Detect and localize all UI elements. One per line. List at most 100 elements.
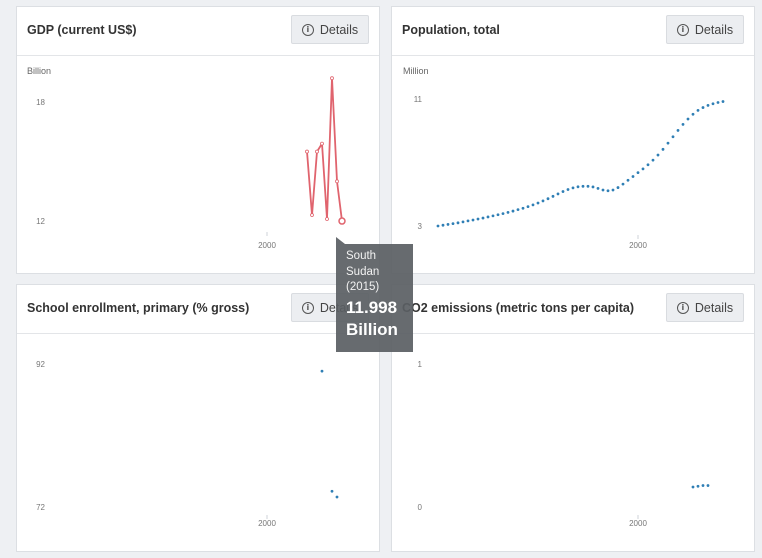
data-point (516, 208, 520, 212)
data-point (696, 109, 700, 112)
data-point (461, 220, 465, 224)
details-button-label: Details (319, 22, 359, 37)
data-point (551, 194, 555, 198)
data-point (676, 129, 680, 132)
x-tick-label: 2000 (258, 519, 276, 528)
x-tick-label: 2000 (629, 519, 647, 528)
data-point (621, 182, 625, 186)
data-point (501, 212, 505, 216)
y-tick-label: 3 (418, 222, 423, 231)
population-card-header: Population, total i Details (392, 7, 754, 56)
data-point (481, 216, 485, 220)
tooltip-value: 11.998 (346, 297, 398, 317)
details-button-label: Details (694, 22, 734, 37)
data-point (335, 495, 339, 499)
co2-card-title: CO2 emissions (metric tons per capita) (402, 301, 635, 315)
data-point (491, 214, 495, 218)
data-point (330, 489, 334, 493)
data-point (666, 141, 670, 145)
x-tick-label: 2000 (629, 241, 647, 250)
data-point (451, 222, 455, 226)
data-point (706, 484, 710, 487)
data-point (631, 175, 635, 178)
data-point (596, 186, 600, 190)
info-icon: i (676, 23, 689, 36)
gdp-data-point (315, 149, 319, 154)
co2-chart: 0 1 2000 (418, 360, 710, 528)
gdp-data-point (310, 213, 314, 217)
y-tick-label: 12 (36, 217, 45, 226)
data-point (646, 163, 650, 167)
data-point (616, 186, 620, 189)
data-point (471, 218, 475, 222)
data-point (521, 206, 525, 210)
data-point (436, 224, 440, 228)
tooltip-country-line1: South (346, 250, 377, 262)
y-tick-label: 18 (36, 98, 45, 107)
co2-card-header: CO2 emissions (metric tons per capita) i… (392, 285, 754, 334)
population-card: Population, total i Details Million 3 11 2… (391, 6, 755, 274)
info-icon: i (676, 301, 689, 314)
co2-card: CO2 emissions (metric tons per capita) i… (391, 284, 755, 552)
school-enrollment-card: School enrollment, primary (% gross) i D… (16, 284, 380, 552)
data-point (641, 167, 645, 171)
data-point (511, 209, 515, 213)
data-point (556, 192, 560, 196)
data-point (576, 185, 580, 189)
gdp-card-header: GDP (current US$) i Details (17, 7, 379, 56)
data-point (441, 223, 445, 227)
data-point (716, 101, 720, 104)
gdp-card: GDP (current US$) i Details Billion 12 18… (16, 6, 380, 274)
data-point (476, 217, 480, 221)
data-point (320, 369, 324, 373)
tooltip-year: (2015) (346, 281, 380, 293)
tooltip-value-unit: Billion (346, 319, 398, 339)
data-point (496, 213, 500, 217)
data-point (601, 188, 605, 192)
x-tick-label: 2000 (258, 241, 276, 250)
school-enrollment-chart: 72 92 2000 (36, 360, 339, 528)
population-unit-label: Million (403, 66, 429, 76)
gdp-details-button[interactable]: i Details (291, 15, 369, 44)
data-point (681, 123, 685, 126)
data-point (636, 171, 640, 175)
data-point (626, 178, 630, 182)
y-tick-label: 0 (418, 503, 423, 512)
gdp-data-point (325, 217, 329, 221)
population-details-button[interactable]: i Details (666, 15, 744, 44)
gdp-card-title: GDP (current US$) (27, 23, 137, 37)
gdp-unit-label: Billion (27, 66, 52, 76)
data-point (701, 106, 705, 109)
data-point (536, 201, 540, 205)
gdp-data-point (330, 76, 334, 81)
data-point (586, 184, 590, 188)
data-point (721, 100, 725, 103)
school-enrollment-card-title: School enrollment, primary (% gross) (27, 301, 250, 315)
gdp-data-point (335, 179, 339, 184)
gdp-highlight-point (338, 217, 346, 225)
data-point (506, 210, 510, 214)
data-point (691, 485, 695, 489)
data-point (691, 112, 695, 116)
data-point (526, 205, 530, 209)
data-point (701, 484, 705, 487)
data-point (706, 103, 710, 107)
co2-details-button[interactable]: i Details (666, 293, 744, 322)
data-point (661, 147, 665, 151)
data-point (606, 189, 610, 193)
info-icon: i (301, 301, 314, 314)
gdp-data-point (305, 149, 309, 154)
data-point (456, 221, 460, 225)
gdp-series-line (306, 77, 343, 222)
population-chart: 3 11 2000 (414, 95, 725, 250)
data-point (546, 197, 550, 201)
data-point (656, 153, 660, 157)
data-point (651, 158, 655, 162)
data-point (591, 185, 595, 189)
y-tick-label: 11 (414, 95, 423, 104)
data-point (446, 223, 450, 226)
data-point (561, 190, 565, 193)
data-point (566, 188, 570, 191)
gdp-chart: 12 18 2000 (36, 76, 346, 250)
data-point (686, 117, 690, 121)
